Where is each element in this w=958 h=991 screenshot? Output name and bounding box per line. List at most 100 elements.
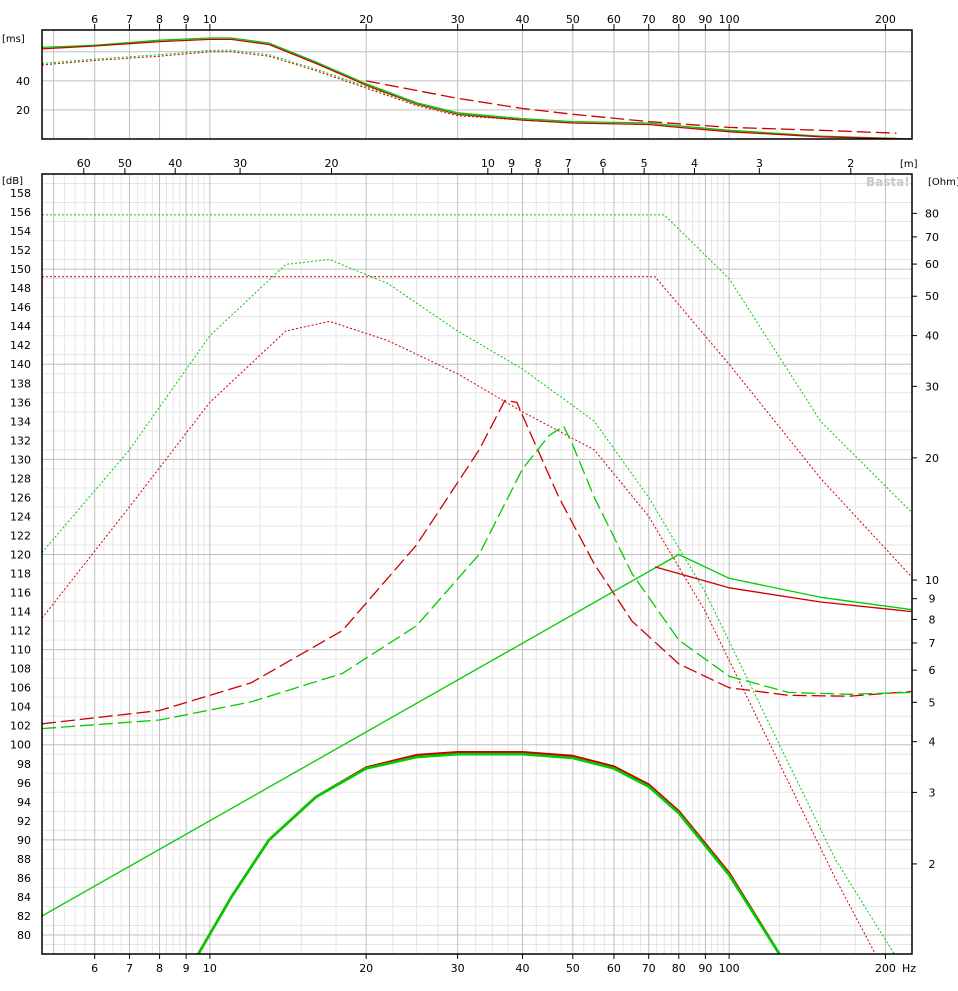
main-series-6-green-solid bbox=[42, 553, 912, 917]
top-x-tick-label: 20 bbox=[359, 13, 373, 26]
ohm-tick-label: 2 bbox=[929, 858, 936, 871]
ohm-tick-label: 8 bbox=[929, 613, 936, 626]
main-series-3-red-dotted bbox=[42, 276, 912, 578]
main-series-group bbox=[42, 214, 912, 954]
db-tick-label: 96 bbox=[17, 777, 31, 790]
db-tick-label: 84 bbox=[17, 891, 31, 904]
top-x-tick-label: 200 bbox=[875, 13, 896, 26]
db-tick-label: 98 bbox=[17, 758, 31, 771]
top-x-tick-label: 10 bbox=[203, 13, 217, 26]
db-unit-label: [dB] bbox=[2, 176, 23, 187]
freq-tick-label: 20 bbox=[359, 962, 373, 975]
top-x-tick-label: 50 bbox=[566, 13, 580, 26]
db-tick-label: 114 bbox=[10, 606, 31, 619]
db-tick-label: 156 bbox=[10, 206, 31, 219]
top-plot-frame bbox=[41, 29, 913, 140]
top-series-0-green-solid bbox=[41, 37, 913, 140]
top-x-tick-label: 7 bbox=[126, 13, 133, 26]
top-x-tick-label: 30 bbox=[451, 13, 465, 26]
freq-tick-label: 70 bbox=[642, 962, 656, 975]
top-background bbox=[0, 0, 958, 145]
top-x-tick-label: 8 bbox=[156, 13, 163, 26]
main-series-1-red-dotted bbox=[42, 320, 876, 954]
ohm-tick-label: 5 bbox=[929, 696, 936, 709]
main-series-4-red-dashed bbox=[42, 399, 912, 725]
freq-tick-label: 100 bbox=[719, 962, 740, 975]
db-tick-label: 106 bbox=[10, 682, 31, 695]
db-tick-label: 116 bbox=[10, 587, 31, 600]
db-tick-label: 150 bbox=[10, 263, 31, 276]
ohm-tick-label: 7 bbox=[929, 637, 936, 650]
freq-tick-label: 7 bbox=[126, 962, 133, 975]
wavelength-tick-label: 7 bbox=[565, 157, 572, 170]
wavelength-tick-label: 9 bbox=[508, 157, 515, 170]
top-y-tick-label: 20 bbox=[16, 104, 30, 117]
wavelength-tick-label: 50 bbox=[118, 157, 132, 170]
top-series-2-green-dotted bbox=[41, 49, 573, 123]
main-series-7-red-solid bbox=[654, 566, 912, 613]
ohm-tick-label: 4 bbox=[929, 736, 936, 749]
db-tick-label: 148 bbox=[10, 282, 31, 295]
db-tick-label: 88 bbox=[17, 853, 31, 866]
db-tick-label: 158 bbox=[10, 187, 31, 200]
top-x-tick-label: 100 bbox=[719, 13, 740, 26]
ohm-tick-label: 3 bbox=[929, 786, 936, 799]
main-series-0-green-dotted bbox=[42, 259, 895, 954]
top-x-tick-label: 80 bbox=[672, 13, 686, 26]
db-tick-label: 130 bbox=[10, 453, 31, 466]
top-series-3-red-dotted bbox=[41, 51, 573, 124]
ohm-tick-label: 40 bbox=[925, 330, 939, 343]
wavelength-tick-label: 6 bbox=[600, 157, 607, 170]
top-y-tick-label: 40 bbox=[16, 75, 30, 88]
wavelength-unit-label: [m] bbox=[900, 159, 918, 170]
wavelength-tick-label: 60 bbox=[77, 157, 91, 170]
freq-unit-label: Hz bbox=[902, 962, 916, 975]
freq-tick-label: 200 bbox=[875, 962, 896, 975]
db-tick-label: 104 bbox=[10, 701, 31, 714]
spl-impedance-chart: 60 50 40 30 20 10 9 8 7 6 5 4 3 2 [m]80828486889092949… bbox=[0, 145, 958, 991]
freq-tick-label: 60 bbox=[607, 962, 621, 975]
main-plot-frame bbox=[41, 173, 913, 955]
wavelength-tick-label: 10 bbox=[481, 157, 495, 170]
db-tick-label: 152 bbox=[10, 244, 31, 257]
freq-tick-label: 40 bbox=[515, 962, 529, 975]
main-series-5-green-dashed bbox=[42, 425, 912, 730]
db-tick-label: 120 bbox=[10, 548, 31, 561]
ohm-unit-label: [Ohm] bbox=[928, 177, 958, 188]
freq-tick-label: 10 bbox=[203, 962, 217, 975]
db-tick-label: 86 bbox=[17, 872, 31, 885]
db-tick-label: 90 bbox=[17, 834, 31, 847]
top-series-4-red-dashed bbox=[366, 80, 897, 134]
db-tick-label: 118 bbox=[10, 568, 31, 581]
freq-tick-label: 50 bbox=[566, 962, 580, 975]
ohm-tick-label: 80 bbox=[925, 207, 939, 220]
ohm-tick-label: 20 bbox=[925, 452, 939, 465]
db-tick-label: 80 bbox=[17, 929, 31, 942]
top-x-tick-label: 70 bbox=[642, 13, 656, 26]
db-tick-label: 102 bbox=[10, 720, 31, 733]
freq-tick-label: 80 bbox=[672, 962, 686, 975]
db-tick-label: 146 bbox=[10, 301, 31, 314]
db-tick-label: 132 bbox=[10, 434, 31, 447]
freq-tick-label: 9 bbox=[183, 962, 190, 975]
db-tick-label: 94 bbox=[17, 796, 31, 809]
db-tick-label: 134 bbox=[10, 415, 31, 428]
db-tick-label: 154 bbox=[10, 225, 31, 238]
freq-tick-label: 30 bbox=[451, 962, 465, 975]
ohm-tick-label: 70 bbox=[925, 231, 939, 244]
top-x-tick-label: 40 bbox=[515, 13, 529, 26]
group-delay-chart: 6 7 8 9 10 20 30 40 50 60 70 80 90 100 200 20 40 [ms] bbox=[0, 0, 958, 145]
top-x-tick-label: 6 bbox=[91, 13, 98, 26]
top-series-1-red-solid bbox=[41, 38, 913, 140]
freq-tick-label: 90 bbox=[698, 962, 712, 975]
wavelength-tick-label: 20 bbox=[325, 157, 339, 170]
db-tick-label: 122 bbox=[10, 529, 31, 542]
wavelength-tick-label: 30 bbox=[233, 157, 247, 170]
ohm-tick-label: 10 bbox=[925, 574, 939, 587]
ohm-tick-label: 50 bbox=[925, 290, 939, 303]
db-tick-label: 128 bbox=[10, 472, 31, 485]
db-tick-label: 126 bbox=[10, 491, 31, 504]
db-tick-label: 144 bbox=[10, 320, 31, 333]
wavelength-tick-label: 4 bbox=[691, 157, 698, 170]
